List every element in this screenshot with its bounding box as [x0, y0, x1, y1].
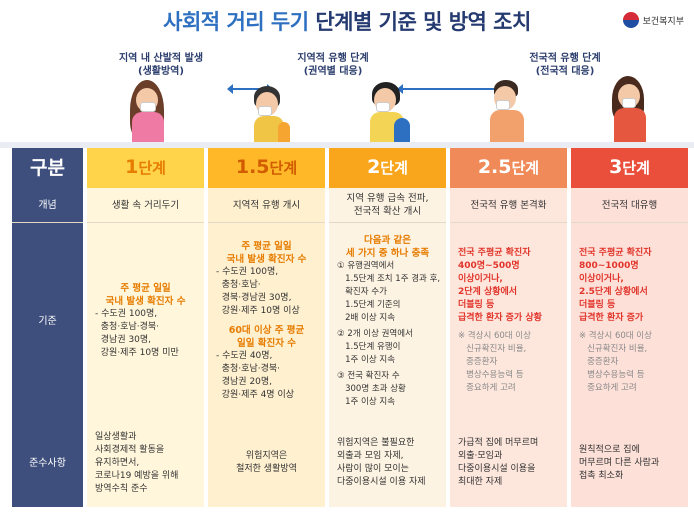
- stage-number: 1: [125, 156, 139, 178]
- criteria-cell-3: 전국 주평균 확진자 800~1000명 이상이거나, 2.5단계 상황에서 더…: [570, 223, 688, 419]
- illustration-band: 지역 내 산발적 발생 (생활방역) 지역적 유행 단계 (권역별 대응) 전국…: [0, 36, 694, 182]
- compliance-cell: 원칙적으로 집에 머무르며 다른 사람과 접촉 최소화: [570, 419, 688, 507]
- compliance-cell: 위험지역은 불필요한 외출과 모임 자제, 사람이 많이 모이는 다중이용시설 …: [329, 419, 446, 507]
- criteria-cell-2: 다음과 같은 세 가지 중 하나 충족 ① 유행권역에서 1.5단계 조치 1주…: [329, 223, 446, 419]
- criteria-detail: ① 유행권역에서 1.5단계 조치 1주 경과 후, 확진자 수가 1.5단계 …: [337, 260, 441, 323]
- stage-header-row: 구분 1단계 1.5단계 2단계 2.5단계 3단계: [12, 148, 688, 188]
- criteria-heading: 다음과 같은 세 가지 중 하나 충족: [345, 234, 430, 259]
- concept-cell: 생활 속 거리두기: [87, 188, 205, 223]
- agency-name: 보건복지부: [642, 16, 684, 27]
- stage-suffix: 단계: [138, 159, 166, 177]
- taegeuk-icon: [622, 12, 639, 28]
- stage-number: 2.5: [477, 156, 512, 178]
- stage-1-header: 1단계: [87, 148, 205, 188]
- stage-table: 구분 1단계 1.5단계 2단계 2.5단계 3단계 개념 생활 속 거리두기 …: [8, 148, 692, 507]
- criteria-row: 기준 주 평균 일일 국내 발생 확진자 수 - 수도권 100명, 충청·호남…: [12, 223, 688, 419]
- criteria-heading: 주 평균 일일 국내 발생 확진자 수: [105, 283, 186, 307]
- agency-logo: 보건복지부: [622, 12, 684, 28]
- row-label-concept: 개념: [12, 188, 84, 223]
- title-part2: 단계별 기준 및 방역 조치: [315, 10, 531, 34]
- compliance-text: 위험지역은 불필요한 외출과 모임 자제, 사람이 많이 모이는 다중이용시설 …: [337, 438, 426, 487]
- compliance-cell: 일상생활과 사회경제적 활동을 유지하면서, 코로나19 예방을 위해 방역수칙…: [87, 419, 205, 507]
- criteria-cell-2-5: 전국 주평균 확진자 400명~500명 이상이거나, 2단계 상황에서 더블링…: [449, 223, 567, 419]
- criteria-cell-1-5: 주 평균 일일 국내 발생 확진자 수 - 수도권 100명, 충청·호남· 경…: [208, 223, 325, 419]
- stage-suffix: 단계: [269, 159, 298, 177]
- row-label-criteria: 기준: [12, 223, 84, 419]
- concept-row: 개념 생활 속 거리두기 지역적 유행 개시 지역 유행 급속 전파, 전국적 …: [12, 188, 688, 223]
- arrow-right-icon: [397, 84, 507, 94]
- concept-cell: 지역적 유행 개시: [208, 188, 325, 223]
- concept-cell: 전국적 유행 본격화: [449, 188, 567, 223]
- concept-cell: 전국적 대유행: [570, 188, 688, 223]
- stage-number: 2: [367, 156, 381, 178]
- title-part1: 사회적 거리 두기: [163, 10, 309, 34]
- stage-suffix: 단계: [622, 159, 650, 177]
- phase-label-regional: 지역적 유행 단계 (권역별 대응): [297, 53, 369, 77]
- criteria-detail: - 수도권 100명, 충청·호남·경북· 경남권 30명, 강원·제주 10명…: [95, 309, 179, 358]
- criteria-heading: 주 평균 일일 국내 발생 확진자 수: [226, 241, 307, 265]
- stage-suffix: 단계: [380, 159, 408, 177]
- concept-cell: 지역 유행 급속 전파, 전국적 확산 개시: [329, 188, 446, 223]
- stage-2-5-header: 2.5단계: [449, 148, 567, 188]
- compliance-text: 일상생활과 사회경제적 활동을 유지하면서, 코로나19 예방을 위해 방역수칙…: [95, 431, 179, 494]
- criteria-note: ※ 격상시 60대 이상 신규확진자 비율, 중증환자 병상수용능력 등 중요하…: [457, 331, 531, 393]
- stage-number: 1.5: [235, 156, 270, 178]
- criteria-detail: ② 2개 이상 권역에서 1.5단계 유행이 1주 이상 지속: [337, 328, 413, 365]
- compliance-text: 원칙적으로 집에 머무르며 다른 사람과 접촉 최소화: [578, 444, 660, 481]
- stage-suffix: 단계: [511, 159, 540, 177]
- criteria-heading: 60대 이상 주 평균 일일 확진자 수: [228, 325, 305, 349]
- compliance-text: 위험지역은 철저한 생활방역: [236, 451, 297, 474]
- stage-number: 3: [609, 156, 623, 178]
- compliance-row: 준수사항 일상생활과 사회경제적 활동을 유지하면서, 코로나19 예방을 위해…: [12, 419, 688, 507]
- phase-label-national: 전국적 유행 단계 (전국적 대응): [529, 53, 601, 77]
- compliance-text: 가급적 집에 머무르며 외출·모임과 다중이용시설 이용을 최대한 자제: [457, 438, 539, 487]
- criteria-detail: - 수도권 40명, 충청·호남·경북· 경남권 20명, 강원·제주 4명 이…: [216, 351, 295, 400]
- stage-1-5-header: 1.5단계: [208, 148, 325, 188]
- phase-label-local: 지역 내 산발적 발생 (생활방역): [118, 53, 204, 77]
- criteria-heading: 전국 주평균 확진자 800~1000명 이상이거나, 2.5단계 상황에서 더…: [578, 248, 652, 323]
- stage-3-header: 3단계: [570, 148, 688, 188]
- criteria-cell-1: 주 평균 일일 국내 발생 확진자 수 - 수도권 100명, 충청·호남·경북…: [87, 223, 205, 419]
- compliance-cell: 위험지역은 철저한 생활방역: [208, 419, 325, 507]
- stage-2-header: 2단계: [329, 148, 446, 188]
- criteria-heading: 전국 주평균 확진자 400명~500명 이상이거나, 2단계 상황에서 더블링…: [457, 248, 542, 323]
- row-label-compliance: 준수사항: [12, 419, 84, 507]
- criteria-detail: ③ 전국 확진자 수 300명 초과 상황 1주 이상 지속: [337, 370, 406, 407]
- compliance-cell: 가급적 집에 머무르며 외출·모임과 다중이용시설 이용을 최대한 자제: [449, 419, 567, 507]
- criteria-note: ※ 격상시 60대 이상 신규확진자 비율, 중증환자 병상수용능력 등 중요하…: [578, 331, 652, 393]
- page-title: 사회적 거리 두기 단계별 기준 및 방역 조치: [0, 6, 694, 36]
- row-label-stage: 구분: [12, 148, 84, 188]
- ground-line: [0, 142, 694, 148]
- criteria-detail: - 수도권 100명, 충청·호남· 경북·경남권 30명, 강원·제주 10명…: [216, 267, 300, 316]
